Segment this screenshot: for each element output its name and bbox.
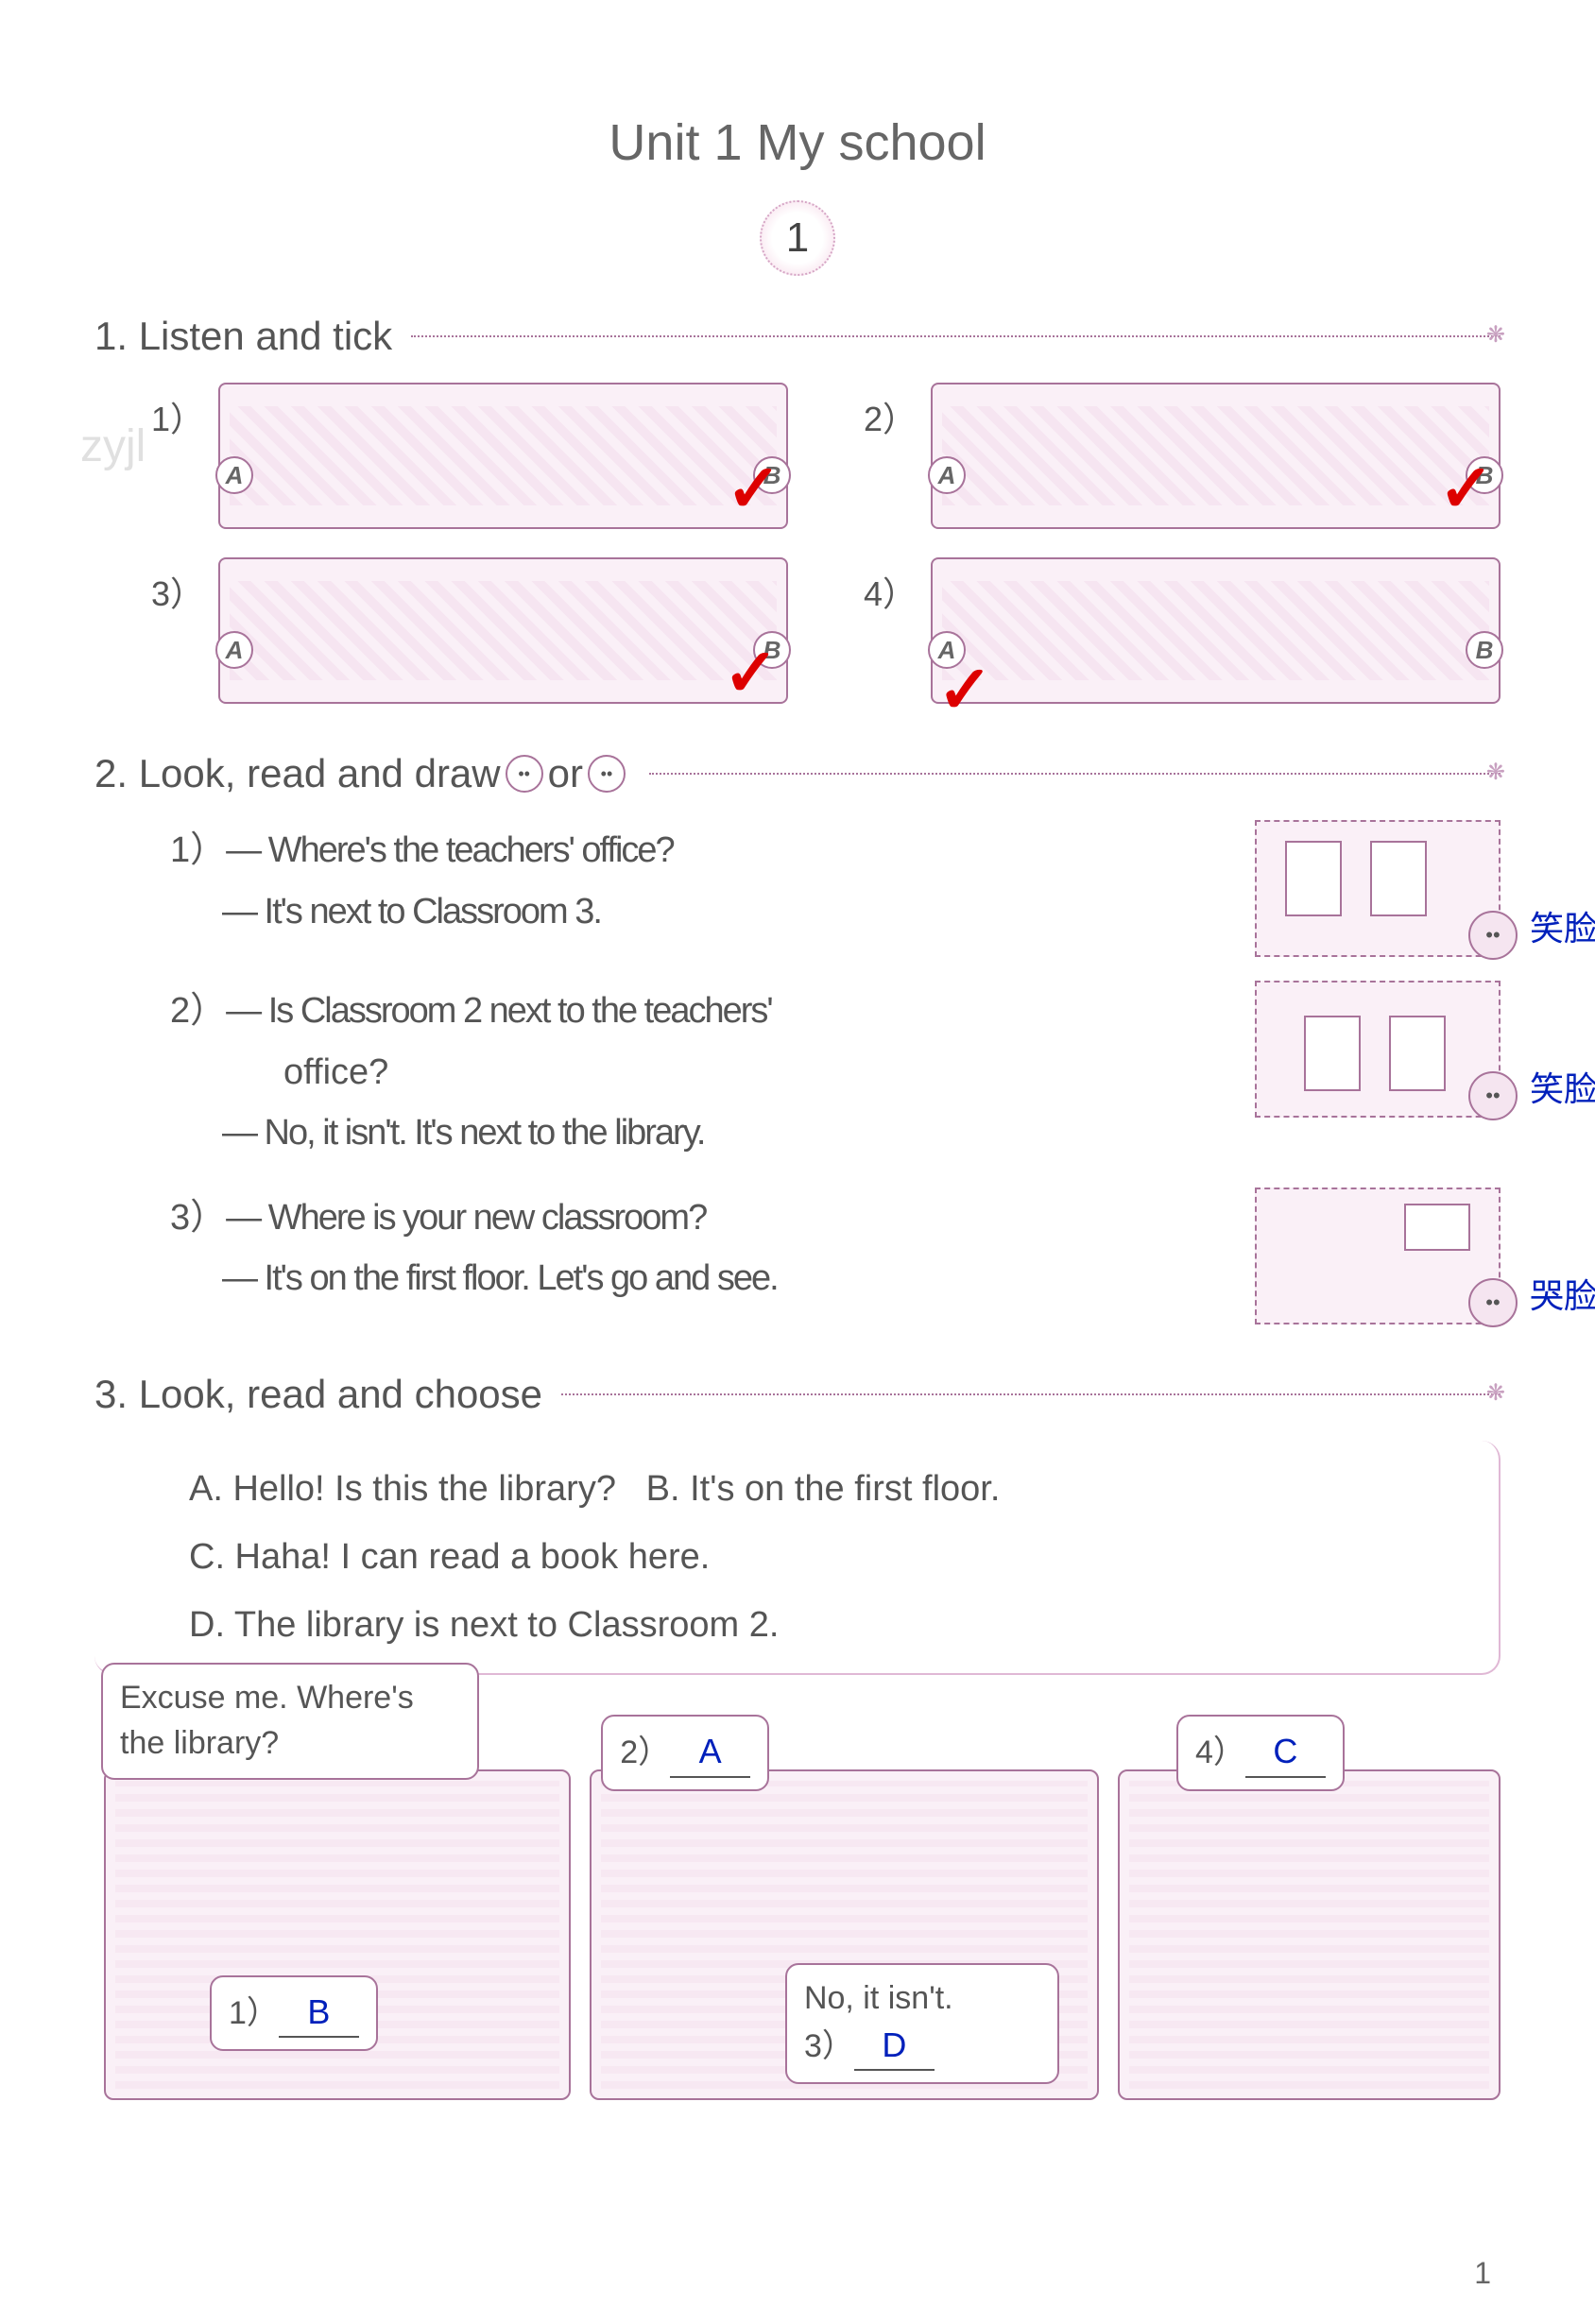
q1-item-number: 3）: [151, 567, 204, 616]
q3-panel: 4）C: [1118, 1769, 1501, 2100]
face-placeholder-icon: ••: [1468, 1278, 1518, 1327]
bubble-text: No, it isn't.: [804, 1980, 953, 2016]
section-3-heading-text: 3. Look, read and choose: [94, 1372, 542, 1417]
answer-bubble: 1）B: [210, 1975, 378, 2051]
section-1-heading: 1. Listen and tick: [94, 314, 1501, 359]
section-1-heading-text: 1. Listen and tick: [94, 314, 392, 359]
answer-blank: B: [279, 1989, 359, 2038]
q3-panel: Excuse me. Where's the library? 1）B: [104, 1769, 571, 2100]
q2-text: 1）— Where's the teachers' office? — It's…: [170, 820, 1236, 942]
q1-item: 1） A B ✓: [151, 383, 788, 529]
q2-number: 1）: [170, 820, 226, 881]
q3-option-c: C. Haha! I can read a book here.: [189, 1523, 1470, 1591]
q1-illustration: A B ✓: [931, 557, 1501, 704]
face-placeholder-icon: ••: [1468, 1071, 1518, 1120]
blank-label: 2）: [620, 1734, 670, 1770]
q3-panels: Excuse me. Where's the library? 1）B 2）A …: [94, 1769, 1501, 2100]
q2-text: 2）— Is Classroom 2 next to the teachers'…: [170, 981, 1236, 1164]
q2-item: 3）— Where is your new classroom? — It's …: [170, 1188, 1501, 1324]
speech-bubble: No, it isn't. 3）D: [785, 1963, 1059, 2084]
q2-illustration: •• 笑脸: [1255, 981, 1501, 1118]
q2-text: 3）— Where is your new classroom? — It's …: [170, 1188, 1236, 1309]
decorative-line: [411, 335, 1501, 337]
section-3-heading: 3. Look, read and choose: [94, 1372, 1501, 1417]
face-placeholder-icon: ••: [1468, 911, 1518, 960]
q3-options-box: A. Hello! Is this the library? B. It's o…: [94, 1441, 1501, 1676]
decorative-line: [649, 773, 1501, 775]
sad-face-icon: ••: [588, 755, 626, 793]
answer-bubble: 2）A: [601, 1715, 769, 1790]
q2-number: 2）: [170, 981, 226, 1042]
answer-blank: D: [854, 2022, 935, 2071]
q2-illustration: •• 笑脸: [1255, 820, 1501, 957]
q2-number: 3）: [170, 1188, 226, 1249]
q1-item-number: 4）: [864, 567, 917, 616]
q1-item-number: 2）: [864, 392, 917, 441]
q1-item-number: 1）: [151, 392, 204, 441]
q2-answer-line: — It's next to Classroom 3.: [222, 892, 601, 931]
q2-answer-line: — No, it isn't. It's next to the library…: [222, 1113, 704, 1153]
check-mark-icon: ✓: [723, 653, 779, 692]
q2-answer-line: — It's on the first floor. Let's go and …: [222, 1258, 778, 1298]
option-a-badge: A: [215, 456, 253, 494]
q2-question-cont: office?: [283, 1052, 388, 1092]
q1-item: 2） A B ✓: [864, 383, 1501, 529]
answer-bubble: 4）C: [1176, 1715, 1345, 1790]
q1-illustration: A B ✓: [218, 383, 788, 529]
section-2-heading-pre: 2. Look, read and draw: [94, 751, 501, 796]
decorative-line: [561, 1393, 1501, 1395]
check-mark-icon: ✓: [1438, 469, 1494, 508]
q2-question: — Where is your new classroom?: [226, 1198, 706, 1238]
section-1-grid: 1） A B ✓ 2） A B ✓ 3） A B ✓ 4） A: [94, 383, 1501, 704]
q1-item: 3） A B ✓: [151, 557, 788, 704]
happy-face-icon: ••: [506, 755, 543, 793]
watermark-text: zyjl: [80, 420, 146, 472]
q2-answer-text: 笑脸: [1530, 901, 1595, 950]
lesson-number-badge: 1: [760, 200, 835, 276]
check-mark-icon: ✓: [726, 469, 781, 508]
unit-title: Unit 1 My school: [94, 113, 1501, 172]
q3-option-a: A. Hello! Is this the library?: [189, 1469, 616, 1509]
option-a-badge: A: [215, 631, 253, 669]
check-mark-icon: ✓: [937, 670, 993, 709]
blank-label: 3）: [804, 2028, 854, 2064]
q1-item: 4） A B ✓: [864, 557, 1501, 704]
q2-item: 2）— Is Classroom 2 next to the teachers'…: [170, 981, 1501, 1164]
answer-blank: C: [1245, 1728, 1326, 1777]
section-2-heading-mid: or: [548, 751, 583, 796]
blank-label: 4）: [1195, 1734, 1245, 1770]
q2-illustration: •• 哭脸: [1255, 1188, 1501, 1324]
q2-answer-text: 哭脸: [1530, 1269, 1595, 1318]
section-2-heading: 2. Look, read and draw •• or ••: [94, 751, 1501, 796]
option-b-badge: B: [1466, 631, 1503, 669]
q1-illustration: A B ✓: [218, 557, 788, 704]
q3-panel: 2）A No, it isn't. 3）D: [590, 1769, 1099, 2100]
option-a-badge: A: [928, 456, 966, 494]
answer-blank: A: [670, 1728, 750, 1777]
q2-question: — Where's the teachers' office?: [226, 830, 674, 870]
page-number: 1: [1474, 2256, 1491, 2291]
q2-question: — Is Classroom 2 next to the teachers': [226, 991, 772, 1031]
section-2-container: 1）— Where's the teachers' office? — It's…: [94, 820, 1501, 1324]
q2-item: 1）— Where's the teachers' office? — It's…: [170, 820, 1501, 957]
q3-option-b: B. It's on the first floor.: [646, 1469, 1001, 1509]
q3-option-d: D. The library is next to Classroom 2.: [189, 1591, 1470, 1659]
q2-answer-text: 笑脸: [1530, 1062, 1595, 1111]
blank-label: 1）: [229, 1995, 279, 2031]
q1-illustration: A B ✓: [931, 383, 1501, 529]
speech-bubble: Excuse me. Where's the library?: [101, 1663, 479, 1779]
